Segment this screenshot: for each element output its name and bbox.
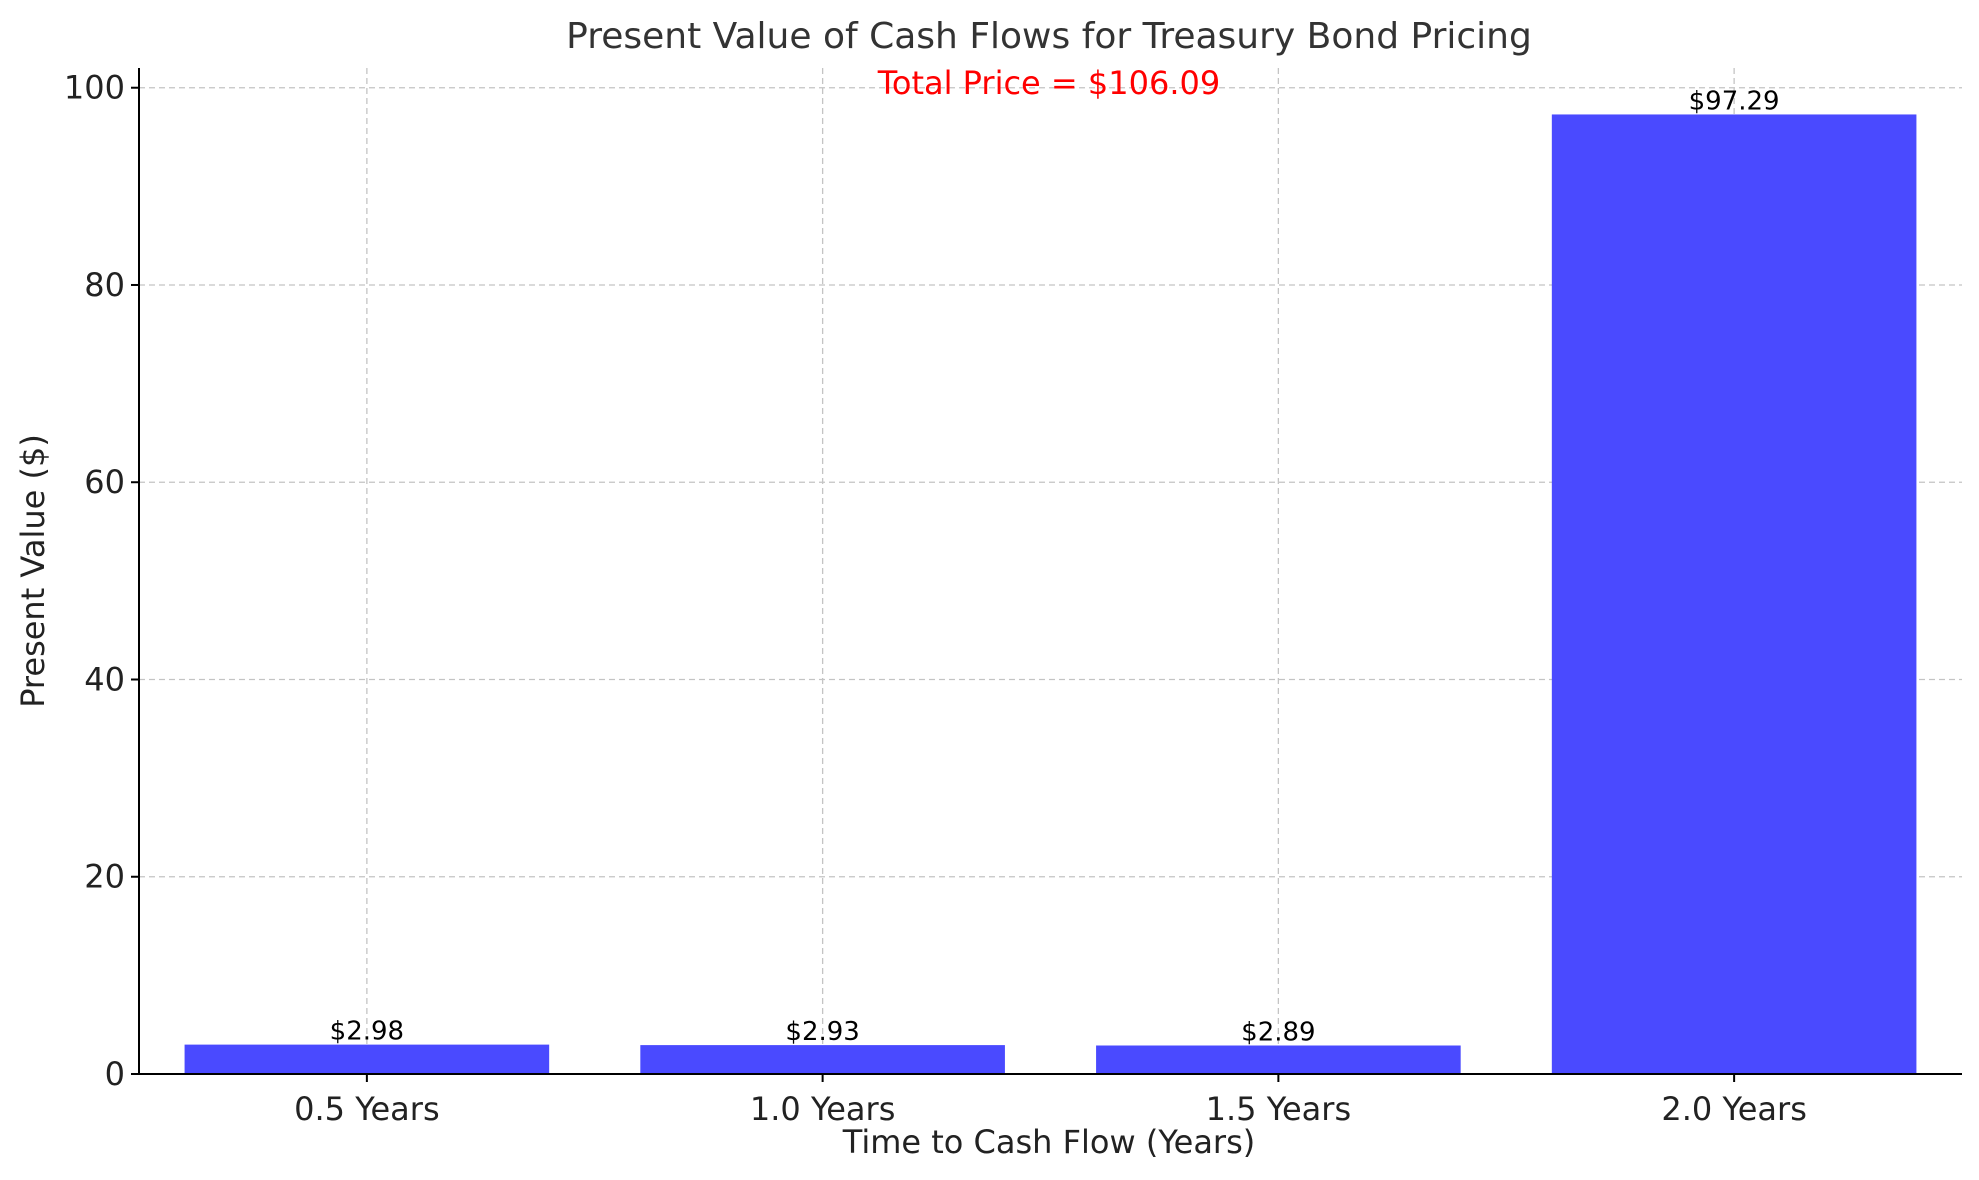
bar (640, 1045, 1005, 1074)
x-axis-label: Time to Cash Flow (Years) (842, 1123, 1255, 1161)
total-price-annotation: Total Price = $106.09 (877, 64, 1220, 102)
chart-title: Present Value of Cash Flows for Treasury… (566, 16, 1532, 57)
bar-value-label: $97.29 (1689, 86, 1780, 116)
bars (184, 114, 1917, 1074)
x-tick-label: 1.5 Years (1206, 1090, 1351, 1128)
y-axis-label: Present Value ($) (14, 434, 52, 708)
x-tick-label: 2.0 Years (1661, 1090, 1806, 1128)
bar (184, 1044, 550, 1074)
y-tick-label: 0 (105, 1055, 125, 1093)
y-tick-label: 20 (84, 858, 125, 896)
y-tick-label: 100 (64, 69, 125, 107)
x-tick-label: 1.0 Years (750, 1090, 895, 1128)
bar (1096, 1045, 1461, 1074)
y-tick-label: 60 (84, 463, 125, 501)
x-tick-label: 0.5 Years (294, 1090, 439, 1128)
bar-value-label: $2.89 (1241, 1017, 1315, 1047)
axes (131, 68, 1962, 1082)
bar (1551, 114, 1917, 1074)
bar-value-label: $2.93 (785, 1017, 859, 1047)
y-tick-label: 80 (84, 266, 125, 304)
labels: Present Value of Cash Flows for Treasury… (14, 16, 1807, 1161)
y-tick-label: 40 (84, 660, 125, 698)
bar-value-label: $2.98 (330, 1017, 404, 1047)
